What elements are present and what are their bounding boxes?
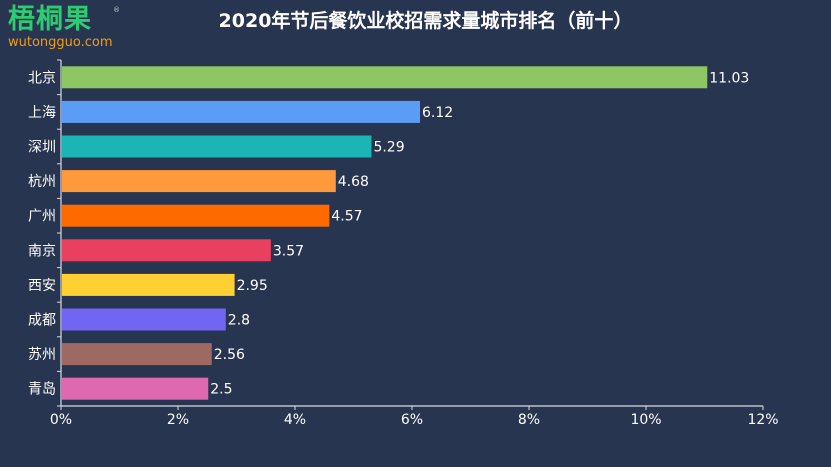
bar-广州 xyxy=(62,204,330,227)
bar-杭州 xyxy=(62,170,336,193)
category-label: 深圳 xyxy=(28,140,56,156)
data-label: 2.8 xyxy=(228,313,250,329)
x-tick-label: 12% xyxy=(747,412,778,428)
bar-上海 xyxy=(62,100,421,123)
category-label: 上海 xyxy=(28,105,56,121)
bar-南京 xyxy=(62,239,271,262)
bar-深圳 xyxy=(62,135,372,158)
category-label: 广州 xyxy=(28,209,56,225)
bar-青岛 xyxy=(62,377,209,400)
bar-成都 xyxy=(62,308,226,331)
data-label: 5.29 xyxy=(373,140,404,156)
data-label: 11.03 xyxy=(709,70,749,86)
data-label: 4.68 xyxy=(338,174,369,190)
x-tick-label: 0% xyxy=(50,412,72,428)
logo-url: wutongguo.com xyxy=(8,35,113,50)
bar-北京 xyxy=(62,66,708,89)
data-label: 2.95 xyxy=(237,278,268,294)
category-label: 成都 xyxy=(28,313,56,329)
registered-mark: ® xyxy=(113,6,120,14)
x-tick-label: 4% xyxy=(284,412,306,428)
category-label: 北京 xyxy=(28,70,56,86)
x-tick-label: 10% xyxy=(630,412,661,428)
data-label: 2.5 xyxy=(210,382,232,398)
data-label: 6.12 xyxy=(422,105,453,121)
data-label: 2.56 xyxy=(214,347,245,363)
logo: 梧桐果 wutongguo.com ® xyxy=(8,4,120,50)
x-tick-label: 6% xyxy=(401,412,423,428)
category-label: 杭州 xyxy=(28,174,56,190)
bar-西安 xyxy=(62,273,235,296)
logo-text: 梧桐果 xyxy=(8,4,92,35)
category-label: 青岛 xyxy=(28,382,56,398)
chart-title: 2020年节后餐饮业校招需求量城市排名（前十） xyxy=(218,10,633,32)
data-label: 4.57 xyxy=(331,209,362,225)
x-tick-label: 2% xyxy=(167,412,189,428)
category-label: 苏州 xyxy=(28,347,56,363)
bar-苏州 xyxy=(62,343,212,366)
data-label: 3.57 xyxy=(273,243,304,259)
x-tick-label: 8% xyxy=(518,412,540,428)
category-label: 南京 xyxy=(28,243,56,259)
category-label: 西安 xyxy=(28,278,56,294)
